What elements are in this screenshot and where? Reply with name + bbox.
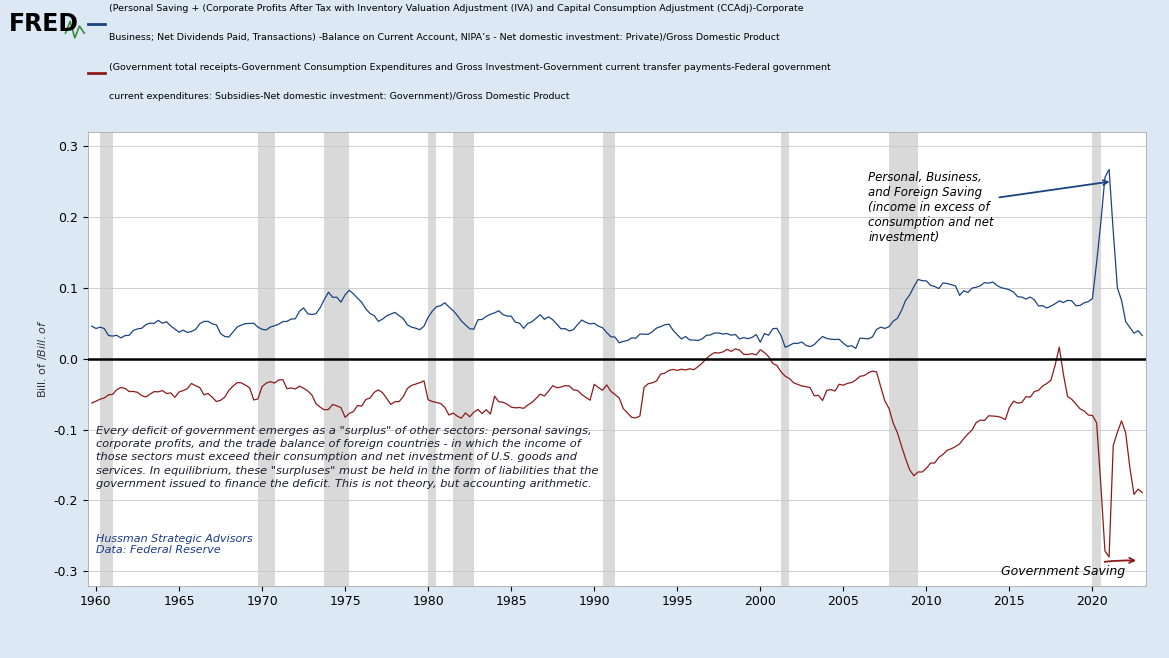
Text: (Government total receipts-Government Consumption Expenditures and Gross Investm: (Government total receipts-Government Co… — [109, 63, 830, 72]
Bar — [602, 132, 615, 586]
Bar — [1093, 132, 1101, 586]
Text: Data: Federal Reserve: Data: Federal Reserve — [96, 545, 221, 555]
Bar — [101, 132, 112, 586]
Text: Business; Net Dividends Paid, Transactions) -Balance on Current Account, NIPA’s : Business; Net Dividends Paid, Transactio… — [109, 33, 780, 42]
Bar — [888, 132, 918, 586]
Text: Hussman Strategic Advisors: Hussman Strategic Advisors — [96, 534, 253, 544]
Text: Personal, Business,
and Foreign Saving
(income in excess of
consumption and net
: Personal, Business, and Foreign Saving (… — [869, 170, 1108, 243]
Text: current expenditures: Subsidies-Net domestic investment: Government)/Gross Domes: current expenditures: Subsidies-Net dome… — [109, 92, 569, 101]
Text: Government Saving: Government Saving — [1001, 558, 1134, 578]
Bar — [428, 132, 436, 586]
Bar — [454, 132, 473, 586]
Text: (Personal Saving + (Corporate Profits After Tax with Inventory Valuation Adjustm: (Personal Saving + (Corporate Profits Af… — [109, 3, 803, 13]
Bar — [324, 132, 350, 586]
Y-axis label: Bill. of $/Bill. of $: Bill. of $/Bill. of $ — [36, 319, 49, 398]
Bar — [258, 132, 275, 586]
Text: FRED: FRED — [9, 12, 79, 36]
Bar — [781, 132, 789, 586]
Text: Every deficit of government emerges as a "surplus" of other sectors: personal sa: Every deficit of government emerges as a… — [96, 426, 599, 489]
